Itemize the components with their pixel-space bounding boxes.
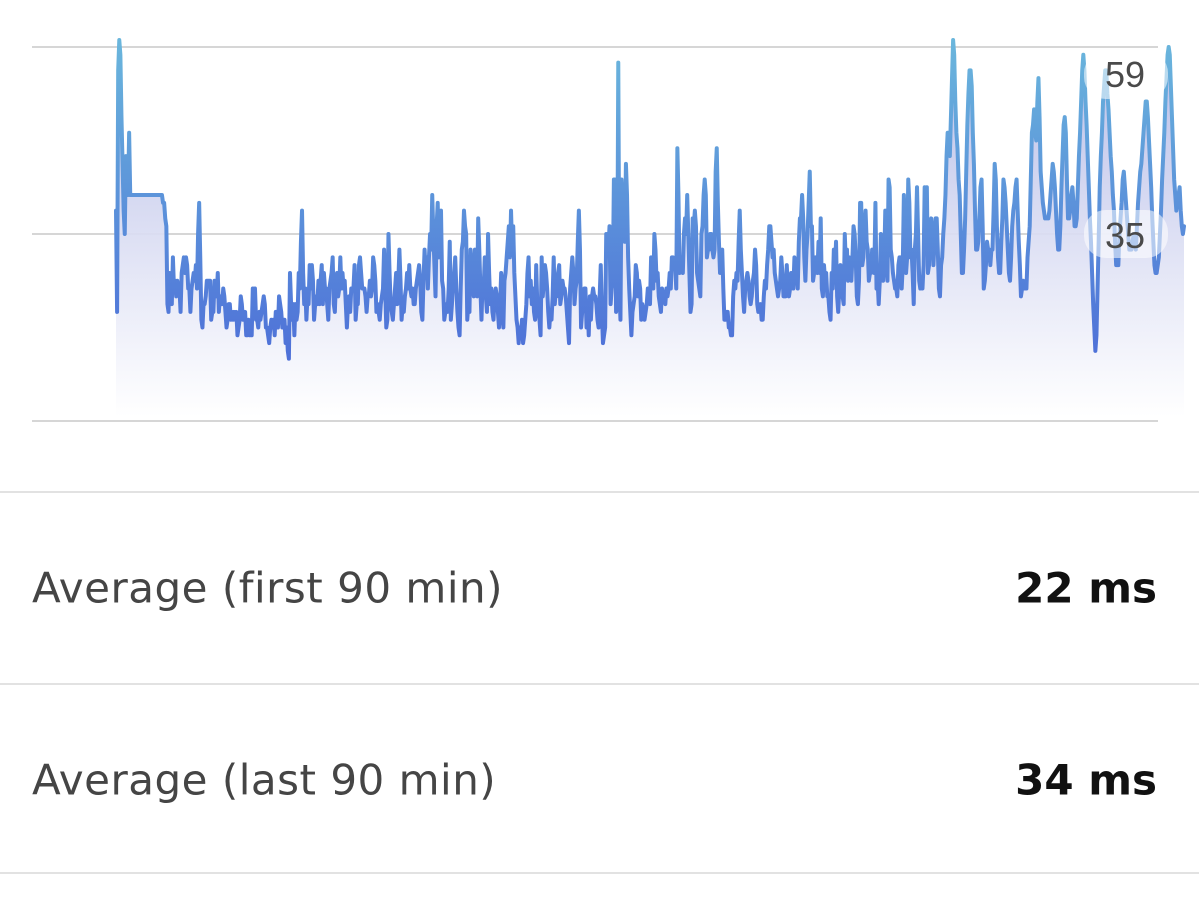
y-tick-labels: 59 35 xyxy=(1084,51,1168,258)
tick-label-text: 59 xyxy=(1105,54,1145,95)
divider xyxy=(0,683,1199,685)
tick-label-pill xyxy=(1084,210,1168,258)
y-tick-label: 59 xyxy=(1084,51,1168,99)
stat-value: 22 ms xyxy=(1015,563,1157,613)
tick-label-text: 35 xyxy=(1105,215,1145,256)
y-tick-label: 35 xyxy=(1084,210,1168,258)
stat-row-last-90: Average (last 90 min) 34 ms xyxy=(0,685,1199,875)
stat-value: 34 ms xyxy=(1015,755,1157,805)
tick-label-pill xyxy=(1084,51,1168,99)
stat-row-first-90: Average (first 90 min) 22 ms xyxy=(0,493,1199,683)
series-line xyxy=(114,38,1186,361)
latency-chart: 59 35 xyxy=(32,38,1186,422)
stat-label: Average (last 90 min) xyxy=(32,755,497,805)
latency-chart-svg: 59 35 xyxy=(32,38,1186,422)
stat-label: Average (first 90 min) xyxy=(32,563,504,613)
series-area xyxy=(116,40,1184,417)
divider xyxy=(0,872,1199,874)
divider xyxy=(0,491,1199,493)
